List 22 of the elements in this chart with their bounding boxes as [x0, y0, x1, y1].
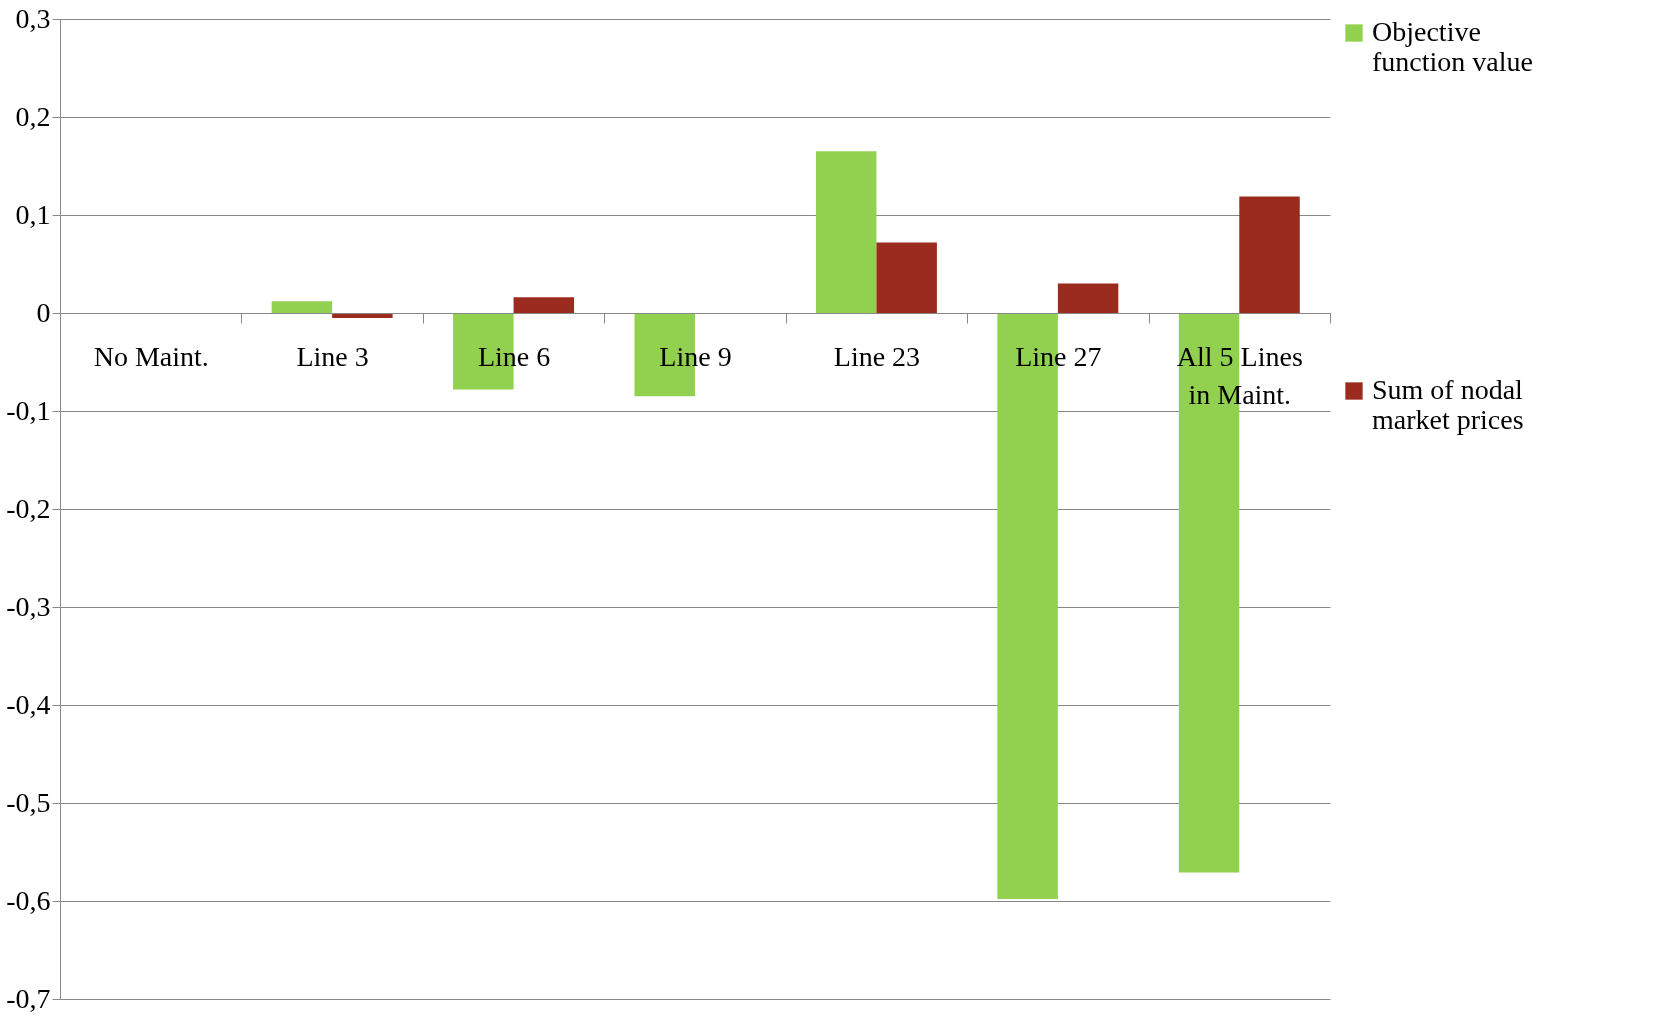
y-tick-label: 0,3	[15, 2, 51, 34]
bar	[1239, 196, 1300, 313]
x-tick-label: Line 3	[296, 340, 369, 372]
y-tick-label: 0,2	[15, 100, 51, 132]
y-tick-label: -0,7	[6, 982, 51, 1014]
legend-label: Objective function value	[1372, 16, 1533, 77]
bar	[271, 301, 333, 313]
y-tick-label: -0,2	[6, 492, 51, 524]
y-tick-label: -0,4	[6, 688, 51, 720]
y-tick-label: 0,1	[15, 198, 51, 230]
bar	[876, 242, 937, 313]
y-tick-label: -0,1	[6, 394, 51, 426]
x-tick-label: Line 23	[833, 340, 921, 372]
y-tick-label: -0,5	[6, 786, 51, 818]
bar	[815, 151, 877, 313]
y-tick-label: -0,3	[6, 590, 51, 622]
bar	[1057, 283, 1119, 313]
bar	[513, 297, 575, 313]
x-tick-label: No Maint.	[93, 340, 209, 372]
y-tick-label: 0	[36, 296, 51, 328]
legend-label: Sum of nodal market prices	[1372, 374, 1524, 435]
y-tick-label: -0,6	[6, 884, 51, 916]
